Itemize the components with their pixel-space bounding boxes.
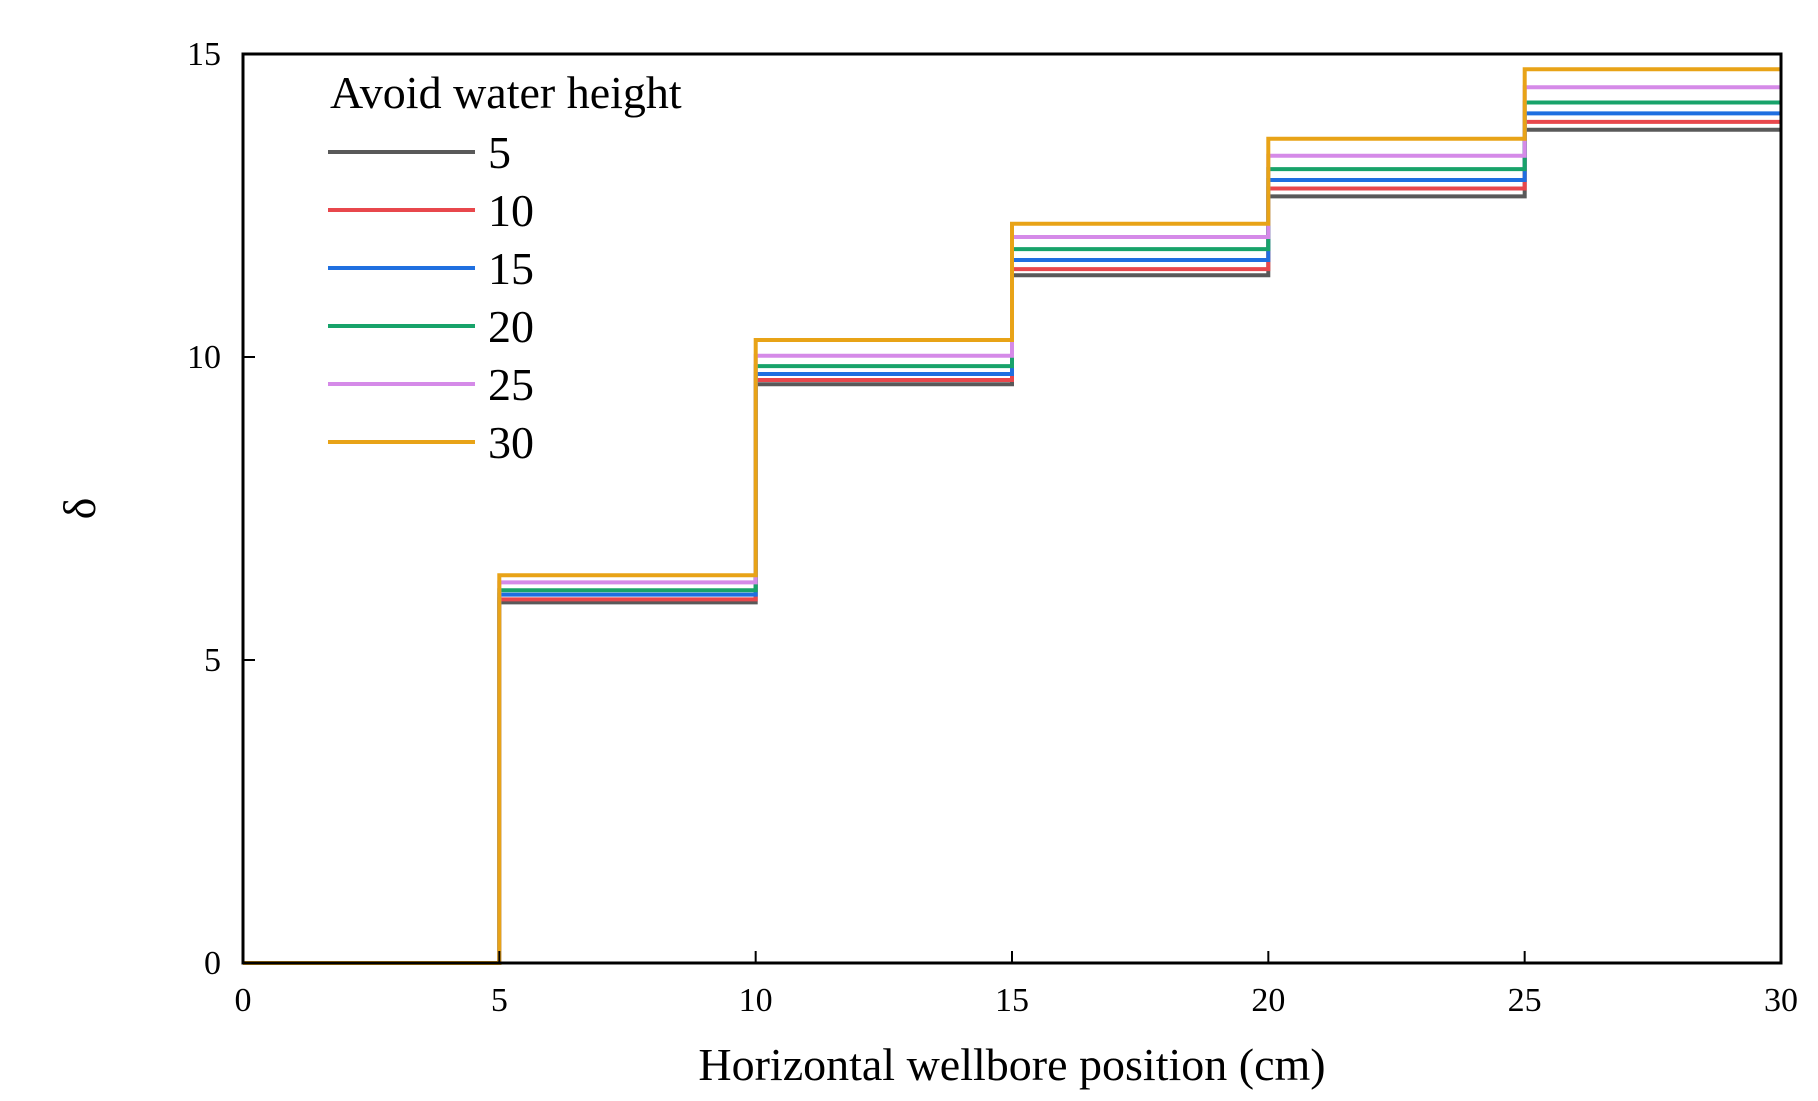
y-tick-label: 15 [187, 36, 221, 73]
x-tick-label: 0 [235, 982, 252, 1019]
legend-label-10: 10 [488, 185, 534, 236]
x-tick-label: 15 [995, 982, 1029, 1019]
y-tick-label: 5 [204, 642, 221, 679]
legend-label-5: 5 [488, 127, 511, 178]
x-axis-title: Horizontal wellbore position (cm) [698, 1039, 1325, 1090]
x-tick-label: 5 [491, 982, 508, 1019]
series-line-25 [243, 85, 1781, 965]
plot-area-frame [241, 52, 1783, 965]
x-tick-label: 25 [1508, 982, 1542, 1019]
legend-title: Avoid water height [330, 67, 682, 118]
axis-ticks: 0 5 10 15 20 25 30 0 5 10 15 [187, 36, 1798, 1019]
x-tick-label: 10 [739, 982, 773, 1019]
series-layer [243, 67, 1781, 965]
y-axis-title: δ [54, 498, 105, 520]
x-tick-label: 30 [1764, 982, 1798, 1019]
y-tick-label: 0 [204, 945, 221, 982]
legend-label-25: 25 [488, 359, 534, 410]
x-tick-label: 20 [1251, 982, 1285, 1019]
y-tick-label: 10 [187, 339, 221, 376]
legend-label-30: 30 [488, 417, 534, 468]
legend-label-20: 20 [488, 301, 534, 352]
legend-label-15: 15 [488, 243, 534, 294]
legend: Avoid water height 5 10 15 20 25 30 [328, 67, 682, 468]
series-line-30 [243, 67, 1781, 965]
